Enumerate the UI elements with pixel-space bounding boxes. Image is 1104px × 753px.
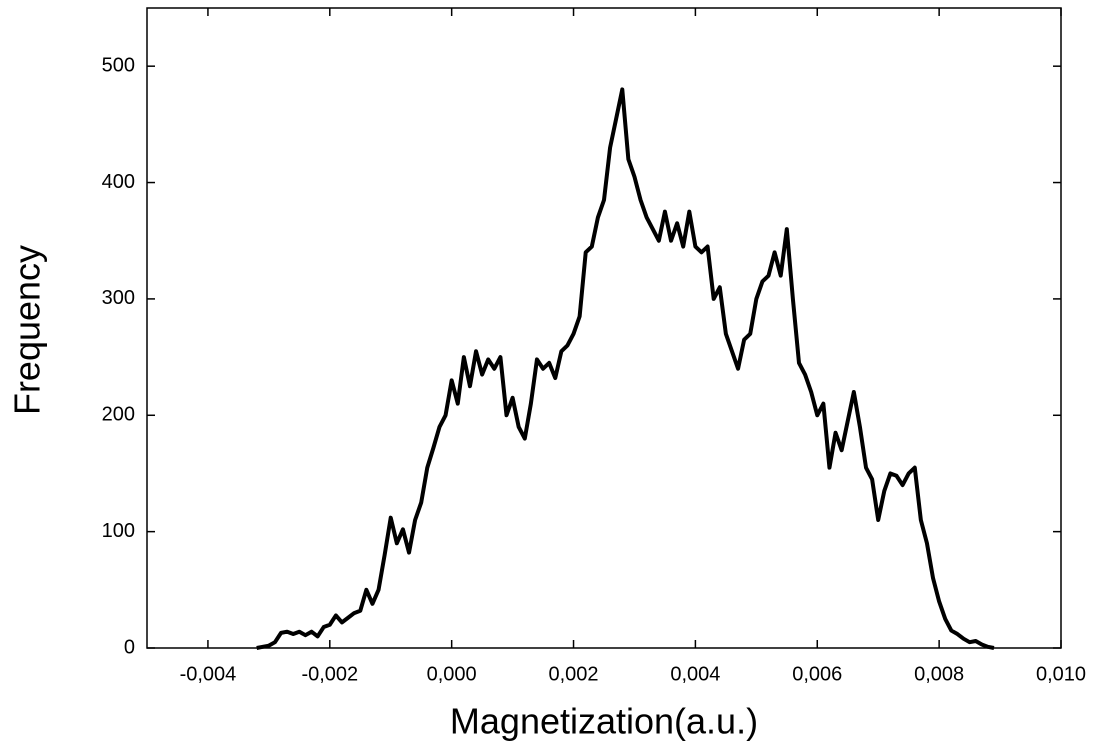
x-tick-label: 0,010	[1036, 663, 1086, 685]
x-axis-label: Magnetization(a.u.)	[450, 701, 758, 742]
y-tick-label: 0	[124, 636, 135, 658]
x-tick-label: 0,002	[549, 663, 599, 685]
line-series	[256, 87, 995, 650]
plot-frame	[146, 7, 1062, 649]
y-tick-label: 300	[102, 287, 135, 309]
x-tick-label: 0,008	[914, 663, 964, 685]
y-axis-label: Frequency	[7, 245, 48, 415]
y-tick-label: 200	[102, 404, 135, 426]
x-tick-label: 0,004	[670, 663, 720, 685]
x-tick-label: -0,002	[301, 663, 358, 685]
x-tick-label: 0,000	[427, 663, 477, 685]
y-tick-label: 500	[102, 54, 135, 76]
x-tick-label: 0,006	[792, 663, 842, 685]
y-tick-label: 400	[102, 171, 135, 193]
y-tick-label: 100	[102, 520, 135, 542]
x-tick-label: -0,004	[180, 663, 237, 685]
